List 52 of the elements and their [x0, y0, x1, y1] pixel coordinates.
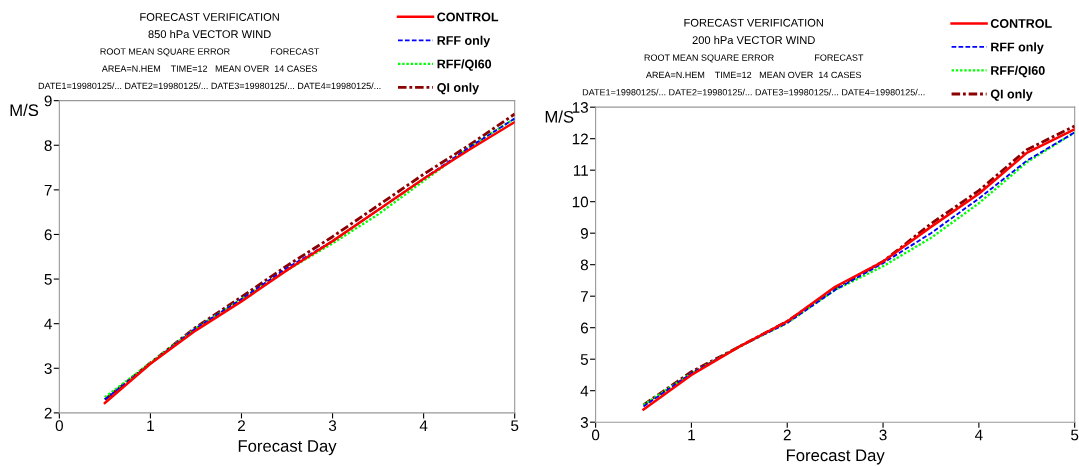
- x-tick-label: 4: [974, 429, 983, 441]
- text: AREA=N.HEM TIME=12 MEAN OVER 14 CASES: [645, 71, 862, 79]
- y-tick-label: 2: [44, 407, 52, 419]
- y-axis-title: M/S: [10, 103, 39, 117]
- x-tick-label: 2: [783, 429, 791, 441]
- chart-subtitle: 850 hPa VECTOR WIND: [148, 29, 271, 39]
- chart-title: FORECAST VERIFICATION: [140, 13, 279, 21]
- y-tick-label: 9: [580, 228, 588, 239]
- y-tick-label: 10: [572, 196, 589, 208]
- x-tick-label: 3: [879, 429, 887, 441]
- y-tick-label: 8: [580, 259, 588, 271]
- x-tick-label: 5: [511, 420, 519, 432]
- y-tick-label: 5: [44, 274, 52, 285]
- y-tick-label: 3: [44, 363, 52, 374]
- chart-subtitle: 200 hPa VECTOR WIND: [692, 35, 815, 45]
- x-tick-label: 1: [147, 420, 154, 431]
- y-tick-label: 4: [44, 318, 52, 330]
- y-tick-label: 9: [44, 95, 52, 107]
- legend-label: QI only: [437, 82, 480, 95]
- x-tick-label: 3: [328, 420, 337, 432]
- x-tick-label: 0: [55, 420, 63, 432]
- text: AREA=N.HEM TIME=12 MEAN OVER 14 CASES: [101, 65, 317, 72]
- legend-label: RFF only: [991, 42, 1044, 54]
- text: DATE1=19980125/... DATE2=19980125/... DATE3=19980125/... DATE4=19980125/...: [38, 82, 381, 90]
- text: ROOT MEAN SQUARE ERROR FORECAST: [644, 54, 864, 63]
- x-axis-title: Forecast Day: [238, 440, 337, 456]
- text: ROOT MEAN SQUARE ERROR FORECAST: [100, 48, 320, 57]
- legend-label: QI only: [990, 89, 1033, 101]
- chart-title: FORECAST VERIFICATION: [684, 18, 823, 27]
- legend-label: RFF/QI60: [991, 65, 1045, 78]
- legend-label: CONTROL: [990, 19, 1052, 28]
- y-tick-label: 4: [580, 385, 589, 397]
- y-tick-label: 5: [580, 354, 589, 365]
- y-tick-label: 7: [44, 184, 52, 196]
- legend-label: CONTROL: [437, 12, 499, 22]
- y-tick-label: 7: [580, 291, 588, 302]
- y-tick-label: 13: [572, 102, 588, 113]
- x-axis-title: Forecast Day: [786, 449, 885, 465]
- y-tick-label: 11: [573, 165, 588, 176]
- x-tick-label: 4: [419, 420, 428, 431]
- text: DATE1=19980125/... DATE2=19980125/... DATE3=19980125/... DATE4=19980125/...: [582, 88, 925, 96]
- legend-label: RFF/QI60: [437, 59, 492, 71]
- y-tick-label: 12: [572, 133, 588, 145]
- x-tick-label: 0: [591, 429, 600, 441]
- legend-label: RFF only: [437, 35, 491, 48]
- x-tick-label: 5: [1071, 429, 1079, 441]
- x-tick-label: 2: [238, 420, 245, 431]
- y-tick-label: 8: [44, 140, 52, 151]
- y-tick-label: 6: [44, 229, 52, 241]
- y-tick-label: 6: [580, 322, 588, 334]
- y-axis-title: M/S: [545, 110, 574, 123]
- x-tick-label: 1: [688, 429, 695, 441]
